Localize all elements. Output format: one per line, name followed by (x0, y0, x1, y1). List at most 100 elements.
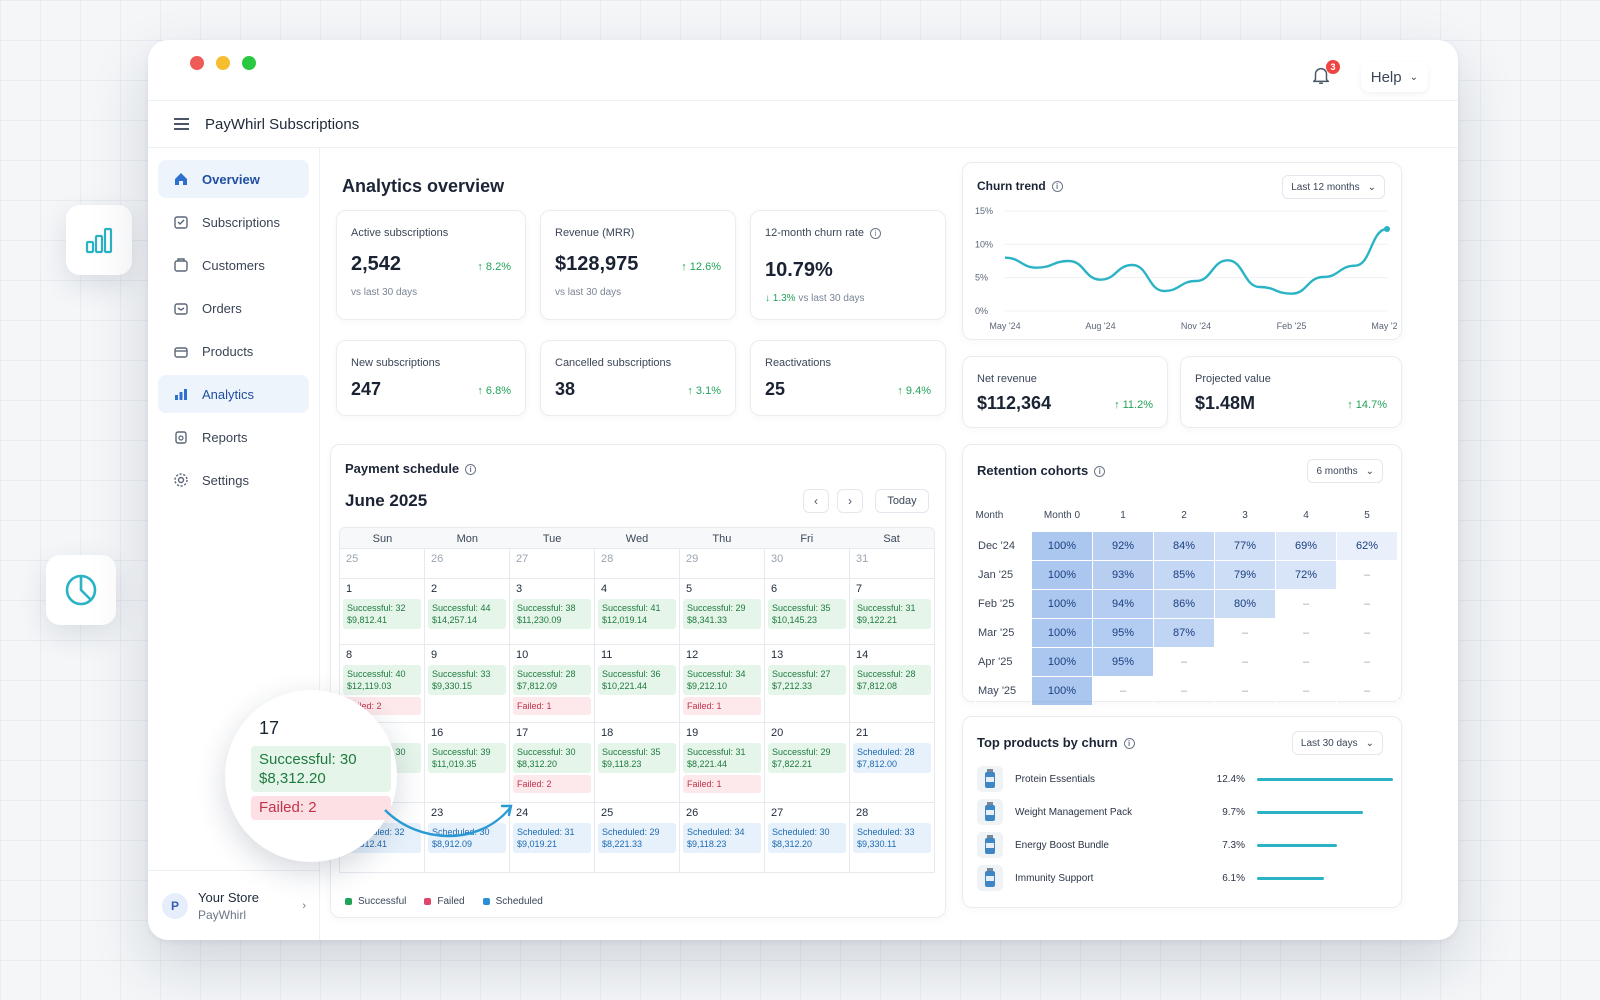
calendar-day-cell[interactable]: 19 Successful: 31 $8,221.44 Failed: 1 (680, 723, 765, 803)
calendar-day-cell[interactable]: 24 Scheduled: 31 $9,019.21 (510, 803, 595, 873)
cohort-cell: – (1092, 675, 1154, 706)
kpi-reactivations: Reactivations 25 ↑ 9.4% (750, 340, 946, 416)
hamburger-menu-icon[interactable] (174, 118, 189, 130)
calendar-day-cell[interactable]: 17 Successful: 30 $8,312.20 Failed: 2 (510, 723, 595, 803)
calendar-day-cell[interactable]: 29 (680, 549, 765, 579)
store-subtitle: PayWhirl (198, 907, 247, 922)
calendar-day-cell[interactable]: 14 Successful: 28 $7,812.08 (850, 645, 935, 723)
sidebar-item-analytics[interactable]: Analytics (158, 375, 309, 413)
payment-amount: $8,912.09 (432, 839, 473, 849)
payment-amount: $8,312.20 (517, 759, 558, 769)
payment-amount: $9,118.23 (687, 839, 727, 849)
sidebar-item-overview[interactable]: Overview (158, 160, 309, 198)
kpi-label: Cancelled subscriptions (555, 357, 672, 369)
close-window-button[interactable] (190, 56, 204, 70)
payment-count: Successful: 39 (432, 747, 491, 757)
payment-amount: $14,257.14 (432, 615, 478, 625)
calendar-day-cell[interactable]: 3 Successful: 38 $11,230.09 (510, 579, 595, 645)
product-bottle-icon (977, 832, 1003, 858)
cohort-cell: 100% (1031, 530, 1093, 561)
product-name: Protein Essentials (1015, 773, 1096, 785)
calendar-day-cell[interactable]: 1 Successful: 32 $9,812.41 (340, 579, 425, 645)
minimize-window-button[interactable] (216, 56, 230, 70)
calendar-day-cell[interactable]: 21 Scheduled: 28 $7,812.00 (850, 723, 935, 803)
calendar-day-cell[interactable]: 26 (425, 549, 510, 579)
calendar-day-cell[interactable]: 27 (510, 549, 595, 579)
calendar-day-cell[interactable]: 27 Scheduled: 30 $8,312.20 (765, 803, 850, 873)
chevron-down-icon: ⌄ (1367, 181, 1376, 193)
analytics-icon (172, 385, 190, 403)
legend-item: Failed (424, 896, 465, 907)
day-number: 25 (346, 553, 359, 565)
sidebar-item-settings[interactable]: Settings (158, 461, 309, 499)
help-dropdown[interactable]: Help ⌄ (1360, 62, 1428, 92)
churn-range-dropdown[interactable]: Last 12 months ⌄ (1282, 175, 1385, 199)
calendar-day-cell[interactable]: 20 Successful: 29 $7,822.21 (765, 723, 850, 803)
info-icon[interactable]: i (1051, 181, 1063, 193)
sidebar-item-reports[interactable]: Reports (158, 418, 309, 456)
failed-payments-pill: Failed: 1 (513, 697, 591, 715)
calendar-day-cell[interactable]: 18 Successful: 35 $9,118.23 (595, 723, 680, 803)
sidebar-item-subscriptions[interactable]: Subscriptions (158, 203, 309, 241)
product-churn-bar (1257, 876, 1324, 880)
successful-payments-pill: Successful: 44 $14,257.14 (428, 599, 506, 629)
sidebar-item-orders[interactable]: Orders (158, 289, 309, 327)
calendar-day-cell[interactable]: 5 Successful: 29 $8,341.33 (680, 579, 765, 645)
payment-count: Successful: 35 (772, 603, 831, 613)
prev-month-button[interactable]: ‹ (803, 489, 829, 513)
notifications-button[interactable]: 3 (1310, 60, 1340, 90)
successful-payments-pill: Successful: 32 $9,812.41 (343, 599, 421, 629)
info-icon[interactable]: i (465, 464, 477, 476)
products-range-dropdown[interactable]: Last 30 days ⌄ (1291, 731, 1383, 755)
calendar-day-cell[interactable]: 10 Successful: 28 $7,812.09 Failed: 1 (510, 645, 595, 723)
info-icon[interactable]: i (1094, 466, 1106, 478)
calendar-day-cell[interactable]: 4 Successful: 41 $12,019.14 (595, 579, 680, 645)
calendar-day-cell[interactable]: 28 Scheduled: 33 $9,330.11 (850, 803, 935, 873)
calendar-day-cell[interactable]: 9 Successful: 33 $9,330.15 (425, 645, 510, 723)
day-number: 27 (771, 807, 784, 819)
calendar-day-cell[interactable]: 13 Successful: 27 $7,212.33 (765, 645, 850, 723)
payment-amount: $8,312.20 (772, 839, 813, 849)
payment-amount: $9,812.41 (347, 615, 388, 625)
sidebar-item-label: Overview (202, 171, 260, 187)
calendar-day-cell[interactable]: 11 Successful: 36 $10,221.44 (595, 645, 680, 723)
product-row[interactable]: Weight Management Pack 9.7% (977, 798, 1397, 826)
product-row[interactable]: Protein Essentials 12.4% (977, 765, 1397, 793)
zoom-success-count: Successful: 30 (259, 751, 357, 768)
product-row[interactable]: Energy Boost Bundle 7.3% (977, 831, 1397, 859)
kpi-subtext: vs last 30 days (555, 287, 622, 298)
calendar-day-cell[interactable]: 28 (595, 549, 680, 579)
product-row[interactable]: Immunity Support 6.1% (977, 864, 1397, 892)
day-number: 25 (601, 807, 614, 819)
cohort-cell: 94% (1092, 588, 1154, 619)
subscriptions-icon (172, 213, 190, 231)
calendar-day-cell[interactable]: 6 Successful: 35 $10,145.23 (765, 579, 850, 645)
today-button[interactable]: Today (875, 489, 929, 513)
next-month-button[interactable]: › (837, 489, 863, 513)
calendar-day-cell[interactable]: 23 Scheduled: 30 $8,912.09 (425, 803, 510, 873)
cohort-row: Feb '25 100% 94% 86% 80% – – (975, 588, 1398, 619)
cohort-cell: – (1336, 588, 1398, 619)
calendar-day-cell[interactable]: 16 Successful: 39 $11,019.35 (425, 723, 510, 803)
info-icon[interactable]: i (870, 227, 882, 239)
calendar-day-cell[interactable]: 2 Successful: 44 $14,257.14 (425, 579, 510, 645)
cohort-column-header: Month (975, 510, 1004, 522)
sidebar-item-customers[interactable]: Customers (158, 246, 309, 284)
info-icon[interactable]: i (1123, 738, 1135, 750)
maximize-window-button[interactable] (242, 56, 256, 70)
cohort-range-dropdown[interactable]: 6 months ⌄ (1307, 459, 1383, 483)
weekday-label: Tue (542, 533, 562, 545)
calendar-day-cell[interactable]: 30 (765, 549, 850, 579)
calendar-day-cell[interactable]: 25 Scheduled: 29 $8,221.33 (595, 803, 680, 873)
calendar-day-cell[interactable]: 31 (850, 549, 935, 579)
avatar: P (162, 892, 188, 919)
successful-payments-pill: Successful: 33 $9,330.15 (428, 665, 506, 695)
sidebar-item-products[interactable]: Products (158, 332, 309, 370)
calendar-day-cell[interactable]: 12 Successful: 34 $9,212.10 Failed: 1 (680, 645, 765, 723)
calendar-day-cell[interactable]: 26 Scheduled: 34 $9,118.23 (680, 803, 765, 873)
calendar-day-cell[interactable]: 7 Successful: 31 $9,122.21 (850, 579, 935, 645)
product-churn-pct: 9.7% (1222, 806, 1245, 818)
calendar-day-cell[interactable]: 25 (340, 549, 425, 579)
store-switcher[interactable]: P Your Store PayWhirl › (148, 870, 320, 940)
payment-amount: $9,812.41 (347, 839, 388, 849)
